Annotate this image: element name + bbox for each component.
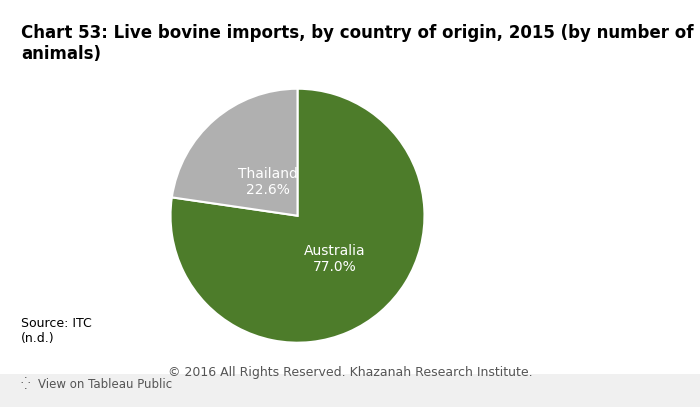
Wedge shape [171, 89, 424, 343]
Text: Chart 53: Live bovine imports, by country of origin, 2015 (by number of
animals): Chart 53: Live bovine imports, by countr… [21, 24, 694, 63]
Text: Source: ITC
(n.d.): Source: ITC (n.d.) [21, 317, 92, 346]
Text: ⁛  View on Tableau Public: ⁛ View on Tableau Public [21, 378, 172, 391]
Text: Thailand
22.6%: Thailand 22.6% [239, 167, 298, 197]
Text: Australia
77.0%: Australia 77.0% [304, 244, 365, 274]
Text: © 2016 All Rights Reserved. Khazanah Research Institute.: © 2016 All Rights Reserved. Khazanah Res… [168, 366, 532, 379]
Wedge shape [172, 89, 298, 216]
